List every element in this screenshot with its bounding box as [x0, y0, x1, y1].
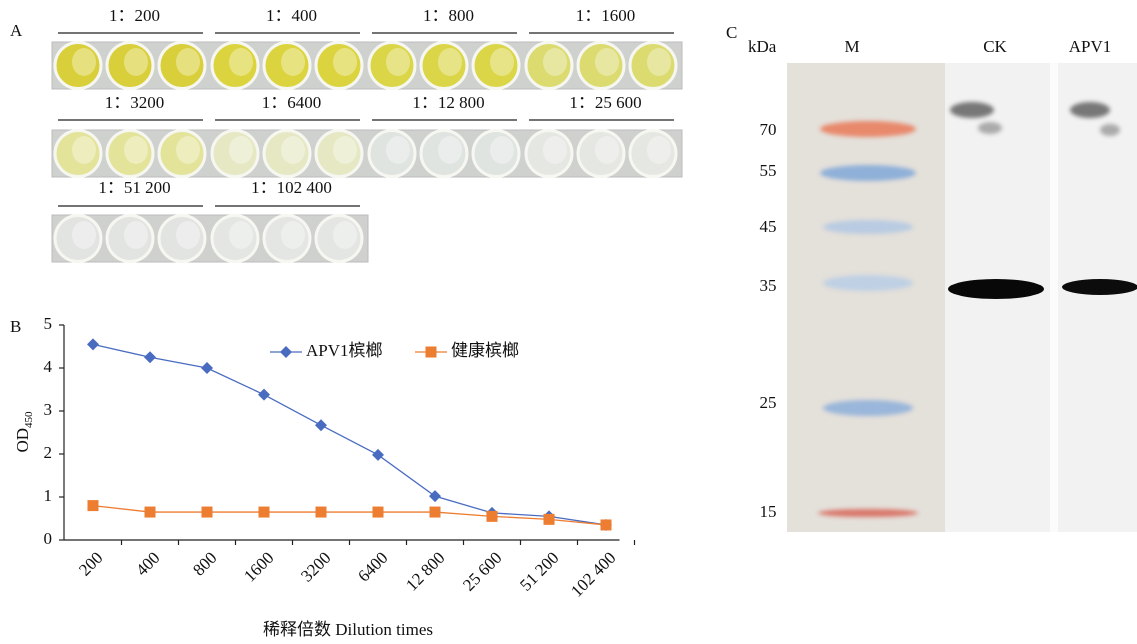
- well-highlight: [176, 48, 200, 76]
- unit-label: kDa: [748, 37, 777, 56]
- x-tick-label: 800: [189, 548, 220, 579]
- data-point: [87, 338, 99, 350]
- data-point: [372, 449, 384, 461]
- well-highlight: [595, 136, 619, 164]
- well-highlight: [229, 48, 253, 76]
- panel-label: A: [10, 21, 23, 40]
- dilution-label: 1：1600: [576, 6, 636, 25]
- marker-label: 15: [760, 502, 777, 521]
- marker-label: 55: [760, 161, 777, 180]
- well-highlight: [281, 136, 305, 164]
- data-point: [202, 507, 213, 518]
- x-tick-label: 400: [132, 548, 163, 579]
- legend-label: 健康槟榔: [451, 341, 519, 360]
- well-highlight: [386, 48, 410, 76]
- data-point: [316, 507, 327, 518]
- dilution-label: 1：102 400: [251, 178, 332, 197]
- well-highlight: [333, 48, 357, 76]
- data-point: [144, 351, 156, 363]
- x-tick-label: 102 400: [567, 548, 620, 601]
- legend-marker: [426, 347, 437, 358]
- series-line: [93, 344, 606, 525]
- x-tick-label: 3200: [297, 548, 334, 585]
- dilution-label: 1：6400: [262, 93, 322, 112]
- dilution-label: 1：51 200: [98, 178, 170, 197]
- y-tick-label: 5: [44, 314, 53, 333]
- data-point: [88, 500, 99, 511]
- x-tick-label: 1600: [240, 548, 277, 585]
- well-highlight: [490, 136, 514, 164]
- dilution-label: 1：3200: [105, 93, 165, 112]
- panel-label: C: [726, 23, 737, 42]
- data-point: [201, 362, 213, 374]
- well-highlight: [281, 221, 305, 249]
- dilution-label: 1：25 600: [569, 93, 641, 112]
- ylabel-main: OD: [13, 428, 32, 453]
- well-highlight: [124, 136, 148, 164]
- x-tick-label: 200: [75, 548, 106, 579]
- marker-label: 35: [760, 276, 777, 295]
- x-tick-label: 6400: [354, 548, 391, 585]
- x-tick-label: 51 200: [516, 548, 562, 594]
- x-tick-label: 12 800: [402, 548, 448, 594]
- data-point: [373, 507, 384, 518]
- blot-band: [948, 279, 1044, 299]
- data-point: [259, 507, 270, 518]
- well-highlight: [281, 48, 305, 76]
- dilution-label: 1：400: [266, 6, 317, 25]
- data-point: [429, 490, 441, 502]
- well-highlight: [386, 136, 410, 164]
- data-point: [487, 511, 498, 522]
- y-axis-label: OD450: [13, 411, 35, 453]
- y-tick-label: 3: [44, 400, 53, 419]
- well-highlight: [543, 136, 567, 164]
- legend-label: APV1槟榔: [306, 341, 383, 360]
- x-tick-label: 25 600: [459, 548, 505, 594]
- marker-label: 45: [760, 217, 777, 236]
- dilution-label: 1：800: [423, 6, 474, 25]
- well-highlight: [438, 136, 462, 164]
- data-point: [544, 514, 555, 525]
- lane-label: M: [844, 37, 859, 56]
- well-highlight: [647, 48, 671, 76]
- x-axis-label: 稀释倍数 Dilution times: [263, 620, 433, 639]
- dilution-label: 1：12 800: [412, 93, 484, 112]
- panel-label: B: [10, 317, 21, 336]
- marker-label: 70: [760, 120, 777, 139]
- legend-marker: [280, 346, 292, 358]
- figure: A B C kDa 1：200 1：400 1：800 1：1600 1：3200 1：6…: [0, 0, 1137, 644]
- lane-label: APV1: [1069, 37, 1112, 56]
- y-tick-label: 1: [44, 486, 53, 505]
- well-highlight: [647, 136, 671, 164]
- y-tick-label: 2: [44, 443, 53, 462]
- well-highlight: [229, 136, 253, 164]
- well-highlight: [124, 221, 148, 249]
- data-point: [258, 389, 270, 401]
- well-highlight: [543, 48, 567, 76]
- well-highlight: [333, 136, 357, 164]
- blot-band: [1062, 279, 1137, 295]
- well-highlight: [438, 48, 462, 76]
- well-highlight: [595, 48, 619, 76]
- data-point: [315, 419, 327, 431]
- well-highlight: [176, 221, 200, 249]
- y-tick-label: 0: [44, 529, 53, 548]
- data-point: [430, 507, 441, 518]
- dilution-label: 1：200: [109, 6, 160, 25]
- marker-label: 25: [760, 393, 777, 412]
- well-highlight: [176, 136, 200, 164]
- y-tick-label: 4: [44, 357, 53, 376]
- well-highlight: [229, 221, 253, 249]
- data-point: [601, 519, 612, 530]
- well-highlight: [72, 48, 96, 76]
- well-highlight: [333, 221, 357, 249]
- ylabel-subscript: 450: [23, 411, 35, 428]
- well-highlight: [124, 48, 148, 76]
- well-highlight: [72, 136, 96, 164]
- lane-label: CK: [983, 37, 1007, 56]
- well-highlight: [72, 221, 96, 249]
- blot-gap: [1050, 63, 1058, 532]
- well-highlight: [490, 48, 514, 76]
- data-point: [145, 507, 156, 518]
